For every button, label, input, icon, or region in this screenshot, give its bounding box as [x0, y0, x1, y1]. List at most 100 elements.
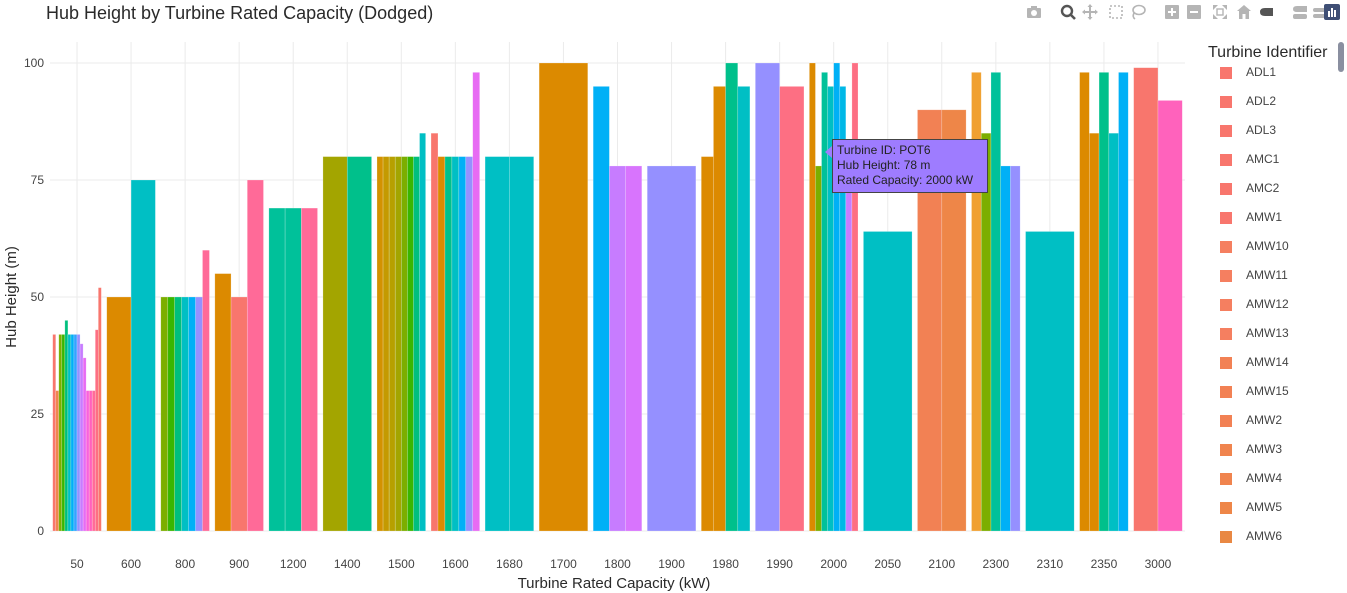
bar-1500[interactable] [419, 132, 426, 532]
bar-2000[interactable] [809, 62, 816, 532]
bar-1900[interactable] [646, 165, 697, 532]
bar-50[interactable] [79, 343, 84, 532]
bar-1600[interactable] [465, 156, 474, 532]
legend-item-adl1[interactable]: ADL1 [1204, 62, 1334, 84]
legend-item-amw3[interactable]: AMW3 [1204, 439, 1334, 461]
box-select-icon[interactable] [1106, 2, 1126, 22]
legend-item-adl2[interactable]: ADL2 [1204, 91, 1334, 113]
bar-1200[interactable] [268, 207, 286, 532]
bar-1500[interactable] [407, 156, 414, 532]
legend-item-amw11[interactable]: AMW11 [1204, 265, 1334, 287]
bar-1600[interactable] [437, 156, 446, 532]
legend-item-amw4[interactable]: AMW4 [1204, 468, 1334, 490]
bar-1990[interactable] [755, 62, 780, 532]
bar-50[interactable] [58, 334, 63, 532]
spike-lines-icon[interactable] [1256, 2, 1276, 22]
bar-50[interactable] [82, 357, 87, 532]
legend-item-amc2[interactable]: AMC2 [1204, 178, 1334, 200]
bar-50[interactable] [70, 334, 75, 532]
bar-2310[interactable] [1025, 231, 1075, 532]
legend-item-amw2[interactable]: AMW2 [1204, 410, 1334, 432]
bar-1600[interactable] [430, 132, 439, 532]
bar-2000[interactable] [833, 62, 841, 532]
bar-2350[interactable] [1079, 72, 1090, 532]
bar-3000[interactable] [1157, 100, 1183, 532]
legend-item-amw5[interactable]: AMW5 [1204, 497, 1334, 519]
legend-item-amw15[interactable]: AMW15 [1204, 381, 1334, 403]
bar-2350[interactable] [1098, 72, 1110, 532]
bar-50[interactable] [61, 334, 66, 532]
bar-1200[interactable] [284, 207, 302, 532]
bar-1500[interactable] [394, 156, 402, 532]
bar-900[interactable] [230, 296, 248, 532]
bar-2000[interactable] [815, 165, 822, 532]
hover-compare-icon[interactable] [1310, 2, 1330, 22]
zoom-icon[interactable] [1058, 2, 1078, 22]
bar-1500[interactable] [388, 156, 396, 532]
bar-1500[interactable] [376, 156, 384, 532]
bar-2300[interactable] [990, 72, 1001, 532]
bar-50[interactable] [85, 390, 90, 532]
legend-scrollbar[interactable] [1338, 42, 1344, 72]
bar-2000[interactable] [851, 62, 859, 532]
bar-2000[interactable] [845, 165, 853, 532]
bar-50[interactable] [52, 334, 57, 532]
bar-800[interactable] [202, 249, 210, 532]
bar-50[interactable] [94, 329, 99, 532]
bar-1800[interactable] [592, 86, 610, 532]
autoscale-icon[interactable] [1210, 2, 1230, 22]
bar-800[interactable] [188, 296, 196, 532]
bar-1600[interactable] [472, 72, 480, 532]
bar-1400[interactable] [346, 156, 372, 532]
bar-1680[interactable] [509, 156, 535, 532]
legend-item-amc1[interactable]: AMC1 [1204, 149, 1334, 171]
pan-icon[interactable] [1080, 2, 1100, 22]
reset-axes-icon[interactable] [1234, 2, 1254, 22]
bar-1500[interactable] [382, 156, 390, 532]
bar-50[interactable] [76, 334, 81, 532]
legend-item-adl3[interactable]: ADL3 [1204, 120, 1334, 142]
bar-3000[interactable] [1133, 67, 1159, 532]
plot-area[interactable]: 0 25 50 75 100 50 600 800 900 1200 1400 1500 1600 168… [0, 0, 1200, 593]
bar-800[interactable] [167, 296, 175, 532]
bar-800[interactable] [174, 296, 182, 532]
legend-item-amw14[interactable]: AMW14 [1204, 352, 1334, 374]
bar-1990[interactable] [779, 86, 805, 532]
bar-1800[interactable] [625, 165, 643, 532]
bar-900[interactable] [246, 179, 264, 532]
bar-50[interactable] [98, 287, 102, 532]
bar-1400[interactable] [322, 156, 348, 532]
bar-800[interactable] [181, 296, 189, 532]
bar-1980[interactable] [700, 156, 714, 532]
bar-1980[interactable] [737, 86, 751, 532]
bar-2000[interactable] [821, 72, 828, 532]
bar-1980[interactable] [725, 62, 739, 532]
lasso-icon[interactable] [1128, 2, 1148, 22]
legend-item-amw10[interactable]: AMW10 [1204, 236, 1334, 258]
zoom-in-icon[interactable] [1162, 2, 1182, 22]
bar-1500[interactable] [413, 156, 420, 532]
legend-item-amw6[interactable]: AMW6 [1204, 526, 1334, 548]
bar-2350[interactable] [1118, 72, 1129, 532]
bar-800[interactable] [195, 296, 203, 532]
hover-closest-icon[interactable] [1290, 2, 1310, 22]
bar-1980[interactable] [713, 86, 726, 532]
bar-600[interactable] [106, 296, 132, 532]
bar-50[interactable] [64, 320, 69, 532]
bar-800[interactable] [160, 296, 169, 532]
bar-1600[interactable] [444, 156, 453, 532]
legend-item-amw13[interactable]: AMW13 [1204, 323, 1334, 345]
bar-2350[interactable] [1108, 132, 1119, 532]
bar-50[interactable] [67, 334, 72, 532]
bar-1500[interactable] [401, 156, 408, 532]
bar-900[interactable] [214, 273, 232, 532]
bar-1800[interactable] [609, 165, 626, 532]
bar-50[interactable] [91, 390, 96, 532]
camera-icon[interactable] [1024, 2, 1044, 22]
bar-2350[interactable] [1089, 132, 1100, 532]
bar-600[interactable] [130, 179, 156, 532]
bar-1680[interactable] [484, 156, 510, 532]
bar-50[interactable] [55, 390, 60, 532]
bar-2300[interactable] [1000, 165, 1011, 532]
bar-50[interactable] [88, 390, 93, 532]
